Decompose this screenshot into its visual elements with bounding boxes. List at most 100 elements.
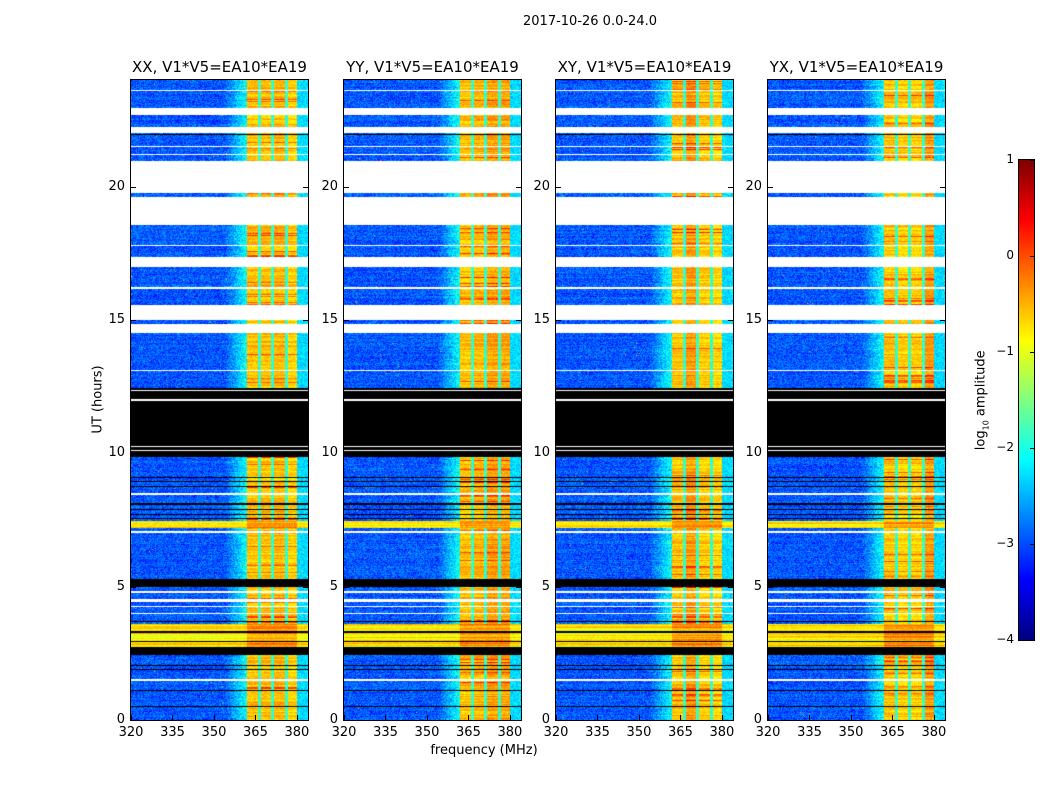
y-tick-mark xyxy=(940,320,945,321)
y-tick-label: 5 xyxy=(541,578,550,594)
x-tick-mark xyxy=(213,715,215,720)
y-tick-label: 15 xyxy=(533,312,550,327)
figure-title: 2017-10-26 0.0-24.0 xyxy=(523,14,657,29)
x-tick-mark xyxy=(556,715,557,720)
x-tick-label: 380 xyxy=(921,725,947,740)
y-tick-label: 15 xyxy=(108,312,125,327)
x-tick-mark xyxy=(809,715,811,720)
colorbar-gradient xyxy=(1019,160,1034,640)
y-tick-label: 5 xyxy=(116,578,125,594)
x-tick-label: 320 xyxy=(118,725,144,740)
y-tick-mark xyxy=(131,586,136,588)
colorbar-tick-label: −1 xyxy=(996,344,1014,358)
panel-title: XY, V1*V5=EA10*EA19 xyxy=(557,58,732,76)
x-tick-label: 320 xyxy=(543,725,569,740)
x-tick-mark xyxy=(509,715,511,720)
x-tick-label: 320 xyxy=(755,725,781,740)
colorbar-tick-mark xyxy=(1030,448,1034,449)
y-tick-label: 20 xyxy=(533,178,550,194)
x-tick-mark xyxy=(768,715,769,720)
x-tick-mark xyxy=(638,715,640,720)
y-tick-label: 0 xyxy=(541,712,550,727)
y-tick-mark xyxy=(556,720,561,721)
x-tick-label: 380 xyxy=(284,725,310,740)
panel-title: YY, V1*V5=EA10*EA19 xyxy=(346,58,519,76)
y-tick-mark xyxy=(940,186,945,188)
y-tick-mark xyxy=(728,186,733,188)
y-tick-mark xyxy=(344,186,349,188)
x-tick-label: 335 xyxy=(373,725,398,740)
heatmap-canvas xyxy=(131,80,308,720)
x-tick-mark xyxy=(296,715,298,720)
panel-title: YX, V1*V5=EA10*EA19 xyxy=(769,58,944,76)
heatmap-canvas xyxy=(344,80,521,720)
y-tick-mark xyxy=(556,186,561,188)
y-tick-mark xyxy=(131,453,136,455)
y-tick-mark xyxy=(131,720,136,721)
y-tick-mark xyxy=(556,453,561,455)
x-tick-label: 380 xyxy=(497,725,523,740)
colorbar-tick-label: −3 xyxy=(996,536,1014,550)
x-tick-label: 350 xyxy=(626,725,652,740)
heatmap-canvas xyxy=(556,80,733,720)
y-tick-mark xyxy=(556,586,561,588)
colorbar-tick-mark xyxy=(1030,352,1034,353)
x-tick-label: 350 xyxy=(838,725,864,740)
colorbar-tick-mark xyxy=(1030,544,1034,545)
y-tick-label: 5 xyxy=(753,578,762,594)
x-tick-mark xyxy=(344,715,345,720)
x-tick-label: 350 xyxy=(414,725,440,740)
x-tick-label: 365 xyxy=(243,725,268,740)
x-tick-label: 365 xyxy=(668,725,693,740)
x-axis-label: frequency (MHz) xyxy=(430,743,538,758)
colorbar-tick-mark xyxy=(1030,160,1034,161)
y-tick-mark xyxy=(303,586,308,588)
panel-title: XX, V1*V5=EA10*EA19 xyxy=(132,58,307,76)
y-tick-label: 10 xyxy=(321,445,338,461)
y-tick-label: 10 xyxy=(533,445,550,461)
x-tick-mark xyxy=(680,715,682,720)
x-tick-label: 365 xyxy=(456,725,481,740)
colorbar-tick-mark xyxy=(1030,256,1034,257)
spectrogram-panel xyxy=(767,79,946,721)
y-tick-label: 0 xyxy=(116,712,125,727)
y-tick-mark xyxy=(344,453,349,455)
heatmap-canvas xyxy=(768,80,945,720)
colorbar xyxy=(1018,159,1035,641)
y-tick-mark xyxy=(516,720,521,721)
y-tick-mark xyxy=(131,320,136,321)
x-tick-mark xyxy=(468,715,470,720)
y-tick-label: 0 xyxy=(753,712,762,727)
x-tick-mark xyxy=(131,715,132,720)
y-tick-mark xyxy=(728,320,733,321)
y-tick-mark xyxy=(768,720,773,721)
x-tick-label: 365 xyxy=(880,725,905,740)
y-tick-mark xyxy=(303,320,308,321)
y-tick-mark xyxy=(516,453,521,455)
y-tick-mark xyxy=(768,186,773,188)
x-tick-mark xyxy=(597,715,599,720)
spectrogram-panel xyxy=(130,79,309,721)
y-tick-mark xyxy=(516,320,521,321)
y-tick-mark xyxy=(556,320,561,321)
x-tick-mark xyxy=(892,715,894,720)
y-tick-mark xyxy=(768,586,773,588)
x-tick-mark xyxy=(172,715,174,720)
spectrogram-panel xyxy=(555,79,734,721)
x-tick-mark xyxy=(385,715,387,720)
y-tick-mark xyxy=(303,453,308,455)
colorbar-tick-label: −2 xyxy=(996,440,1014,454)
y-tick-mark xyxy=(516,186,521,188)
x-tick-mark xyxy=(255,715,257,720)
x-tick-mark xyxy=(850,715,852,720)
x-tick-label: 335 xyxy=(585,725,610,740)
y-tick-label: 15 xyxy=(321,312,338,327)
spectrogram-panel xyxy=(343,79,522,721)
colorbar-tick-label: −4 xyxy=(996,632,1014,646)
y-tick-mark xyxy=(131,186,136,188)
y-tick-mark xyxy=(940,453,945,455)
y-axis-label: UT (hours) xyxy=(90,365,106,434)
y-tick-mark xyxy=(344,720,349,721)
y-tick-label: 10 xyxy=(745,445,762,461)
y-tick-mark xyxy=(344,320,349,321)
